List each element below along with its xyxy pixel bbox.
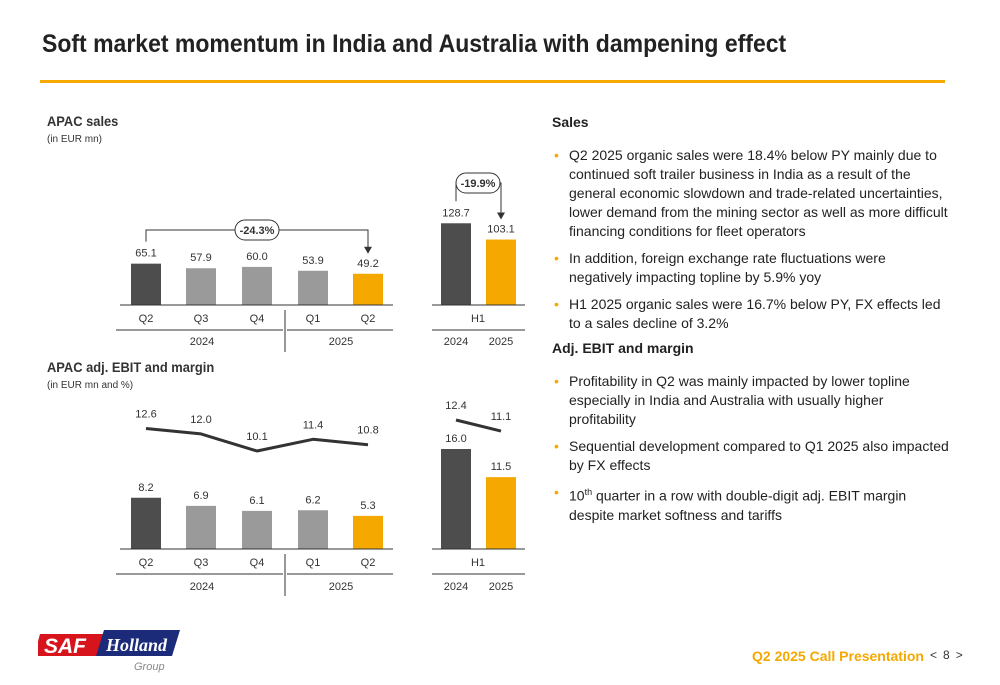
ebit-quarter-value-label: 5.3 xyxy=(360,500,375,512)
sales-h1-bar xyxy=(441,223,471,305)
title-rule xyxy=(40,80,945,83)
ebit-margin-label: 10.1 xyxy=(246,431,267,443)
company-logo: SAF Holland Group xyxy=(38,630,180,673)
sales-chart-heading: APAC sales xyxy=(47,113,119,129)
sales-quarter-tick-label: Q2 xyxy=(139,313,154,325)
sales-h1-change-label: -19.9% xyxy=(461,178,496,190)
ebit-margin-label: 11.4 xyxy=(303,419,324,431)
ebit-group-label: 2025 xyxy=(329,581,353,593)
ebit-margin-label: 10.8 xyxy=(357,425,378,437)
sales-quarter-bar xyxy=(298,270,328,305)
sales-commentary-heading: Sales xyxy=(552,114,589,130)
ebit-quarter-value-label: 6.9 xyxy=(193,490,208,502)
ebit-quarter-tick-label: Q2 xyxy=(139,557,154,569)
ebit-h1-value-label: 16.0 xyxy=(445,433,466,445)
sales-quarter-tick-label: Q1 xyxy=(306,313,321,325)
sales-quarter-value-label: 49.2 xyxy=(357,258,378,270)
ebit-quarter-bar xyxy=(131,497,161,549)
presentation-title: Q2 2025 Call Presentation xyxy=(752,648,924,664)
sales-quarter-tick-label: Q3 xyxy=(194,313,209,325)
ebit-margin-label: 12.6 xyxy=(135,409,156,421)
sales-quarter-value-label: 57.9 xyxy=(190,252,211,264)
sales-bullet: In addition, foreign exchange rate fluct… xyxy=(552,249,952,287)
ebit-chart-subheading: (in EUR mn and %) xyxy=(47,380,134,391)
sales-group-label: 2024 xyxy=(190,336,214,348)
sales-h1-change-badge xyxy=(455,172,501,194)
sales-h1-tick-label: 2024 xyxy=(444,336,468,348)
ebit-h1-tick-label: 2024 xyxy=(444,581,468,593)
logo-brand-left: SAF xyxy=(44,635,87,658)
apac-charts: 65.1 57.9 60.0 53.9 49.2 128.7 103.1 Q2 Q3 Q4 Q1 Q2… xyxy=(116,172,525,596)
ebit-quarter-value-label: 6.1 xyxy=(249,495,264,507)
ebit-bullet: 10th quarter in a row with double-digit … xyxy=(552,483,952,525)
ebit-chart-heading: APAC adj. EBIT and margin xyxy=(47,359,215,375)
ebit-quarter-tick-label: Q1 xyxy=(306,557,321,569)
ebit-bullet: Profitability in Q2 was mainly impacted … xyxy=(552,372,952,429)
page-number: 8 xyxy=(943,648,950,662)
sales-bullet: Q2 2025 organic sales were 18.4% below P… xyxy=(552,146,952,241)
sales-quarter-value-label: 65.1 xyxy=(135,248,156,260)
ebit-h1-bar xyxy=(441,449,471,549)
ebit-margin-label: 12.0 xyxy=(190,414,211,426)
ebit-h1-margin-label: 12.4 xyxy=(445,400,466,412)
ebit-bullet-list: Profitability in Q2 was mainly impacted … xyxy=(552,372,952,525)
ebit-quarter-bar xyxy=(186,505,216,549)
ebit-h1-group-label: H1 xyxy=(471,557,485,569)
ebit-h1-value-label: 11.5 xyxy=(491,461,512,473)
sales-change-label: -24.3% xyxy=(240,225,275,237)
logo-tagline: Group xyxy=(134,661,165,673)
sales-h1-value-label: 128.7 xyxy=(442,207,470,219)
ebit-group-label: 2024 xyxy=(190,581,214,593)
ebit-h1-margin-line xyxy=(455,418,502,433)
sales-h1-bar xyxy=(486,239,516,305)
sales-quarter-bar xyxy=(242,266,272,305)
previous-page-button[interactable]: < xyxy=(930,648,938,662)
ebit-quarter-value-label: 6.2 xyxy=(305,494,320,506)
sales-chart-subheading: (in EUR mn) xyxy=(47,134,103,145)
ebit-h1-bar xyxy=(486,477,516,549)
ebit-quarter-bar xyxy=(298,510,328,549)
ebit-quarter-bar xyxy=(242,510,272,549)
sales-quarter-bar xyxy=(131,263,161,305)
ebit-commentary-heading: Adj. EBIT and margin xyxy=(552,340,694,356)
sales-bullet-list: Q2 2025 organic sales were 18.4% below P… xyxy=(552,146,952,333)
sales-quarter-tick-label: Q2 xyxy=(361,313,376,325)
ebit-bullet-text: quarter in a row with double-digit adj. … xyxy=(569,487,907,523)
sales-quarter-value-label: 60.0 xyxy=(246,251,267,263)
sales-bullet: H1 2025 organic sales were 16.7% below P… xyxy=(552,295,952,333)
ebit-h1-tick-label: 2025 xyxy=(489,581,513,593)
ebit-quarter-value-label: 8.2 xyxy=(138,482,153,494)
ebit-bullet-ordinal: th xyxy=(584,487,593,497)
ebit-bullet: Sequential development compared to Q1 20… xyxy=(552,437,952,475)
sales-h1-tick-label: 2025 xyxy=(489,336,513,348)
page-title: Soft market momentum in India and Austra… xyxy=(42,30,787,58)
commentary-panel: Sales Q2 2025 organic sales were 18.4% b… xyxy=(552,113,952,525)
sales-quarter-bar xyxy=(353,273,383,305)
logo-brand-right: Holland xyxy=(105,635,168,655)
pagination: < 8 > xyxy=(930,648,963,662)
ebit-h1-margin-label: 11.1 xyxy=(491,411,512,423)
sales-quarter-value-label: 53.9 xyxy=(302,255,323,267)
sales-h1-change-arrowhead xyxy=(497,212,505,220)
sales-change-badge xyxy=(234,219,280,241)
logo-blue-band xyxy=(96,630,180,656)
ebit-quarter-tick-label: Q3 xyxy=(194,557,209,569)
sales-h1-value-label: 103.1 xyxy=(487,224,515,236)
next-page-button[interactable]: > xyxy=(955,648,963,662)
ebit-bullet-number: 10 xyxy=(569,487,585,504)
sales-quarter-bar xyxy=(186,268,216,305)
logo-red-band xyxy=(38,634,108,656)
ebit-quarter-tick-label: Q4 xyxy=(250,557,265,569)
sales-change-arrowhead xyxy=(364,246,372,254)
sales-group-label: 2025 xyxy=(329,336,353,348)
sales-h1-group-label: H1 xyxy=(471,313,485,325)
ebit-quarter-bar xyxy=(353,515,383,549)
sales-quarter-tick-label: Q4 xyxy=(250,313,265,325)
ebit-margin-line xyxy=(145,427,369,453)
ebit-quarter-tick-label: Q2 xyxy=(361,557,376,569)
